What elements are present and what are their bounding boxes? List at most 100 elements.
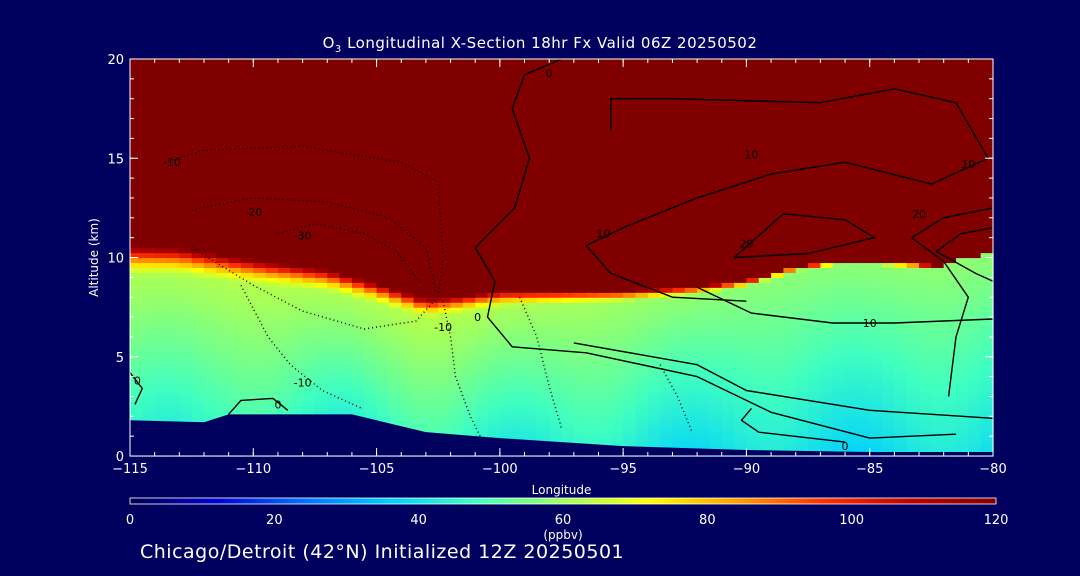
heatmap-cell: [253, 227, 267, 234]
heatmap-cell: [623, 143, 637, 149]
heatmap-cell: [327, 351, 341, 358]
heatmap-cell: [647, 292, 661, 298]
heatmap-cell: [339, 83, 353, 90]
heatmap-cell: [253, 168, 267, 174]
heatmap-cell: [351, 83, 365, 90]
heatmap-cell: [647, 63, 661, 70]
heatmap-cell: [425, 356, 439, 363]
heatmap-cell: [536, 173, 550, 179]
heatmap-cell: [203, 312, 217, 318]
heatmap-cell: [635, 59, 649, 65]
heatmap-cell: [857, 431, 871, 437]
heatmap-cell: [635, 341, 649, 348]
heatmap-cell: [191, 113, 205, 120]
heatmap-cell: [894, 426, 908, 432]
heatmap-cell: [524, 282, 538, 288]
heatmap-cell: [536, 242, 550, 249]
heatmap-cell: [758, 411, 772, 417]
heatmap-cell: [623, 128, 637, 135]
heatmap-cell: [684, 237, 698, 244]
heatmap-cell: [660, 421, 674, 427]
heatmap-cell: [672, 356, 686, 363]
heatmap-cell: [499, 406, 513, 412]
heatmap-cell: [660, 93, 674, 100]
heatmap-cell: [758, 257, 772, 264]
heatmap-cell: [746, 361, 760, 368]
heatmap-cell: [191, 376, 205, 383]
heatmap-cell: [758, 197, 772, 204]
heatmap-cell: [438, 158, 452, 164]
heatmap-cell: [191, 83, 205, 90]
heatmap-cell: [203, 183, 217, 189]
heatmap-cell: [524, 232, 538, 239]
heatmap-cell: [130, 371, 143, 378]
heatmap-cell: [795, 178, 809, 184]
heatmap-cell: [536, 188, 550, 194]
heatmap-cell: [512, 356, 526, 363]
heatmap-cell: [647, 103, 661, 110]
heatmap-cell: [783, 188, 797, 194]
heatmap-cell: [561, 391, 575, 398]
heatmap-cell: [869, 83, 883, 90]
heatmap-cell: [660, 202, 674, 209]
heatmap-cell: [561, 73, 575, 80]
heatmap-cell: [660, 312, 674, 318]
heatmap-cell: [536, 133, 550, 139]
heatmap-cell: [154, 317, 168, 323]
heatmap-cell: [758, 93, 772, 100]
heatmap-cell: [783, 317, 797, 323]
heatmap-cell: [413, 168, 427, 174]
heatmap-cell: [265, 346, 279, 353]
heatmap-cell: [721, 401, 735, 407]
heatmap-cell: [771, 118, 785, 125]
heatmap-cell: [573, 237, 587, 244]
heatmap-cell: [549, 386, 563, 393]
heatmap-cell: [869, 59, 883, 65]
heatmap-cell: [339, 59, 353, 65]
heatmap-cell: [166, 118, 180, 125]
heatmap-cell: [425, 153, 439, 159]
heatmap-cell: [475, 326, 489, 333]
heatmap-cell: [808, 123, 821, 130]
heatmap-cell: [795, 242, 809, 249]
heatmap-cell: [783, 83, 797, 90]
heatmap-cell: [549, 143, 563, 149]
heatmap-cell: [783, 163, 797, 169]
heatmap-cell: [265, 237, 279, 244]
heatmap-cell: [166, 267, 180, 273]
heatmap-cell: [130, 168, 143, 174]
heatmap-cell: [845, 366, 858, 373]
heatmap-cell: [499, 83, 513, 90]
heatmap-cell: [672, 188, 686, 194]
heatmap-cell: [475, 242, 489, 249]
heatmap-cell: [524, 148, 538, 154]
heatmap-cell: [130, 267, 143, 273]
heatmap-cell: [808, 212, 821, 219]
heatmap-cell: [709, 426, 723, 432]
heatmap-cell: [758, 277, 772, 283]
heatmap-cell: [339, 282, 353, 288]
heatmap-cell: [450, 178, 464, 184]
heatmap-cell: [734, 426, 748, 432]
heatmap-cell: [623, 267, 637, 273]
heatmap-cell: [697, 416, 711, 422]
heatmap-cell: [302, 381, 316, 388]
heatmap-cell: [820, 173, 834, 179]
heatmap-cell: [277, 133, 291, 139]
heatmap-cell: [734, 366, 748, 373]
heatmap-cell: [314, 183, 328, 189]
heatmap-cell: [647, 411, 661, 417]
heatmap-cell: [302, 282, 316, 288]
heatmap-cell: [438, 346, 452, 353]
heatmap-cell: [364, 297, 378, 303]
heatmap-cell: [142, 93, 156, 100]
heatmap-cell: [536, 282, 550, 288]
heatmap-cell: [339, 188, 353, 194]
heatmap-cell: [746, 138, 760, 144]
heatmap-cell: [216, 317, 230, 323]
heatmap-cell: [586, 361, 600, 368]
heatmap-cell: [265, 326, 279, 333]
heatmap-cell: [832, 431, 846, 437]
heatmap-cell: [314, 217, 328, 224]
heatmap-cell: [697, 133, 711, 139]
